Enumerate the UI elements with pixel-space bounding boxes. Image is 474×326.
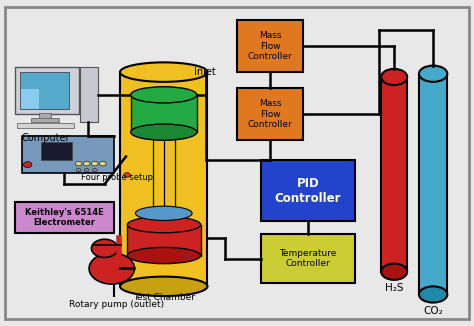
Circle shape — [91, 161, 98, 166]
Circle shape — [23, 162, 32, 168]
Circle shape — [84, 169, 89, 172]
Text: Keithley's 6514E
Electrometer: Keithley's 6514E Electrometer — [25, 208, 104, 227]
Bar — [419, 74, 447, 294]
Bar — [20, 89, 39, 109]
Ellipse shape — [128, 247, 201, 264]
Text: Computer: Computer — [21, 133, 70, 143]
Ellipse shape — [131, 87, 197, 103]
Text: Mass
Flow
Controller: Mass Flow Controller — [248, 99, 292, 129]
Bar — [39, 113, 51, 119]
Bar — [17, 123, 74, 128]
Text: H₂S: H₂S — [385, 283, 403, 293]
Bar — [19, 72, 69, 110]
Bar — [237, 88, 303, 140]
Ellipse shape — [419, 66, 447, 82]
Bar — [41, 142, 72, 160]
Text: CO₂: CO₂ — [423, 306, 443, 316]
Bar — [261, 160, 355, 221]
Circle shape — [124, 173, 130, 177]
Ellipse shape — [120, 277, 208, 296]
Text: Inlet: Inlet — [194, 67, 216, 77]
Circle shape — [75, 161, 82, 166]
Bar — [80, 67, 98, 123]
Text: Temperature
Controller: Temperature Controller — [279, 249, 337, 268]
Ellipse shape — [128, 216, 201, 233]
Ellipse shape — [381, 69, 407, 85]
Bar — [237, 20, 303, 72]
Bar — [261, 234, 355, 283]
Ellipse shape — [136, 206, 192, 220]
Bar — [15, 67, 79, 114]
Ellipse shape — [381, 264, 407, 280]
Circle shape — [83, 161, 90, 166]
Ellipse shape — [131, 124, 197, 140]
Text: Mass
Flow
Controller: Mass Flow Controller — [248, 31, 292, 61]
Ellipse shape — [419, 286, 447, 303]
Circle shape — [76, 169, 81, 172]
Circle shape — [100, 161, 106, 166]
Text: Test Chamber: Test Chamber — [133, 293, 195, 302]
Bar — [22, 136, 114, 173]
Circle shape — [89, 253, 135, 284]
Text: PID
Controller: PID Controller — [274, 177, 341, 205]
Text: Four probe setup: Four probe setup — [81, 173, 153, 182]
Bar — [381, 77, 407, 272]
Circle shape — [91, 239, 118, 258]
Bar — [120, 72, 208, 286]
Ellipse shape — [120, 62, 208, 82]
Bar — [131, 95, 197, 132]
Bar — [15, 202, 114, 233]
Circle shape — [92, 169, 97, 172]
Text: Rotary pump (outlet): Rotary pump (outlet) — [69, 300, 164, 309]
Bar — [31, 118, 59, 123]
Bar — [128, 225, 201, 256]
